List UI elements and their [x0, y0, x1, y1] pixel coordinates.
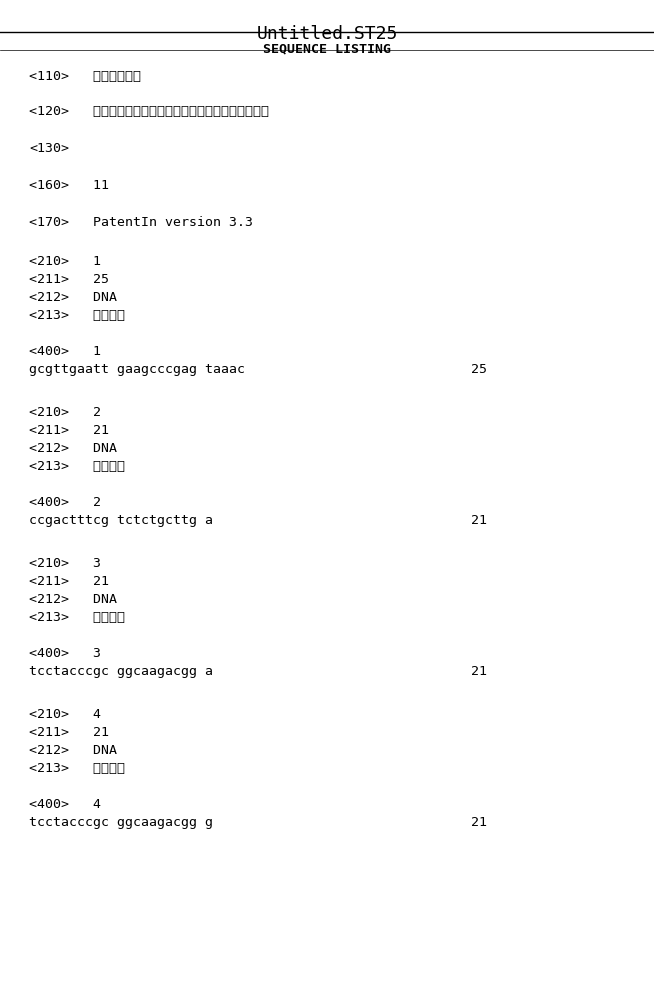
Text: <400>   1: <400> 1	[29, 345, 101, 358]
Text: <213>   人工序列: <213> 人工序列	[29, 309, 126, 322]
Text: <210>   4: <210> 4	[29, 708, 101, 721]
Text: <210>   2: <210> 2	[29, 406, 101, 419]
Text: <211>   25: <211> 25	[29, 273, 109, 286]
Text: <160>   11: <160> 11	[29, 179, 109, 192]
Text: <210>   3: <210> 3	[29, 557, 101, 570]
Text: tcctacccgc ggcaagacgg g: tcctacccgc ggcaagacgg g	[29, 816, 213, 829]
Text: <213>   人工序列: <213> 人工序列	[29, 762, 126, 775]
Text: <212>   DNA: <212> DNA	[29, 442, 118, 455]
Text: <213>   人工序列: <213> 人工序列	[29, 611, 126, 624]
Text: <211>   21: <211> 21	[29, 424, 109, 437]
Text: <400>   4: <400> 4	[29, 798, 101, 811]
Text: <212>   DNA: <212> DNA	[29, 744, 118, 757]
Text: ccgactttcg tctctgcttg a: ccgactttcg tctctgcttg a	[29, 514, 213, 527]
Text: <213>   人工序列: <213> 人工序列	[29, 460, 126, 473]
Text: <210>   1: <210> 1	[29, 255, 101, 268]
Text: <120>   一种检测幽门螺杆菌耔药基因的方法和检测试剂盒: <120> 一种检测幽门螺杆菌耔药基因的方法和检测试剂盒	[29, 105, 269, 118]
Text: <211>   21: <211> 21	[29, 575, 109, 588]
Text: <400>   2: <400> 2	[29, 496, 101, 509]
Text: <110>   南京医科大学: <110> 南京医科大学	[29, 70, 141, 83]
Text: Untitled.ST25: Untitled.ST25	[256, 25, 398, 43]
Text: 21: 21	[471, 816, 487, 829]
Text: SEQUENCE LISTING: SEQUENCE LISTING	[263, 42, 391, 55]
Text: 25: 25	[471, 363, 487, 376]
Text: 21: 21	[471, 665, 487, 678]
Text: <211>   21: <211> 21	[29, 726, 109, 739]
Text: 21: 21	[471, 514, 487, 527]
Text: tcctacccgc ggcaagacgg a: tcctacccgc ggcaagacgg a	[29, 665, 213, 678]
Text: <212>   DNA: <212> DNA	[29, 593, 118, 606]
Text: <212>   DNA: <212> DNA	[29, 291, 118, 304]
Text: <130>: <130>	[29, 142, 69, 155]
Text: gcgttgaatt gaagcccgag taaac: gcgttgaatt gaagcccgag taaac	[29, 363, 245, 376]
Text: <400>   3: <400> 3	[29, 647, 101, 660]
Text: <170>   PatentIn version 3.3: <170> PatentIn version 3.3	[29, 216, 254, 229]
